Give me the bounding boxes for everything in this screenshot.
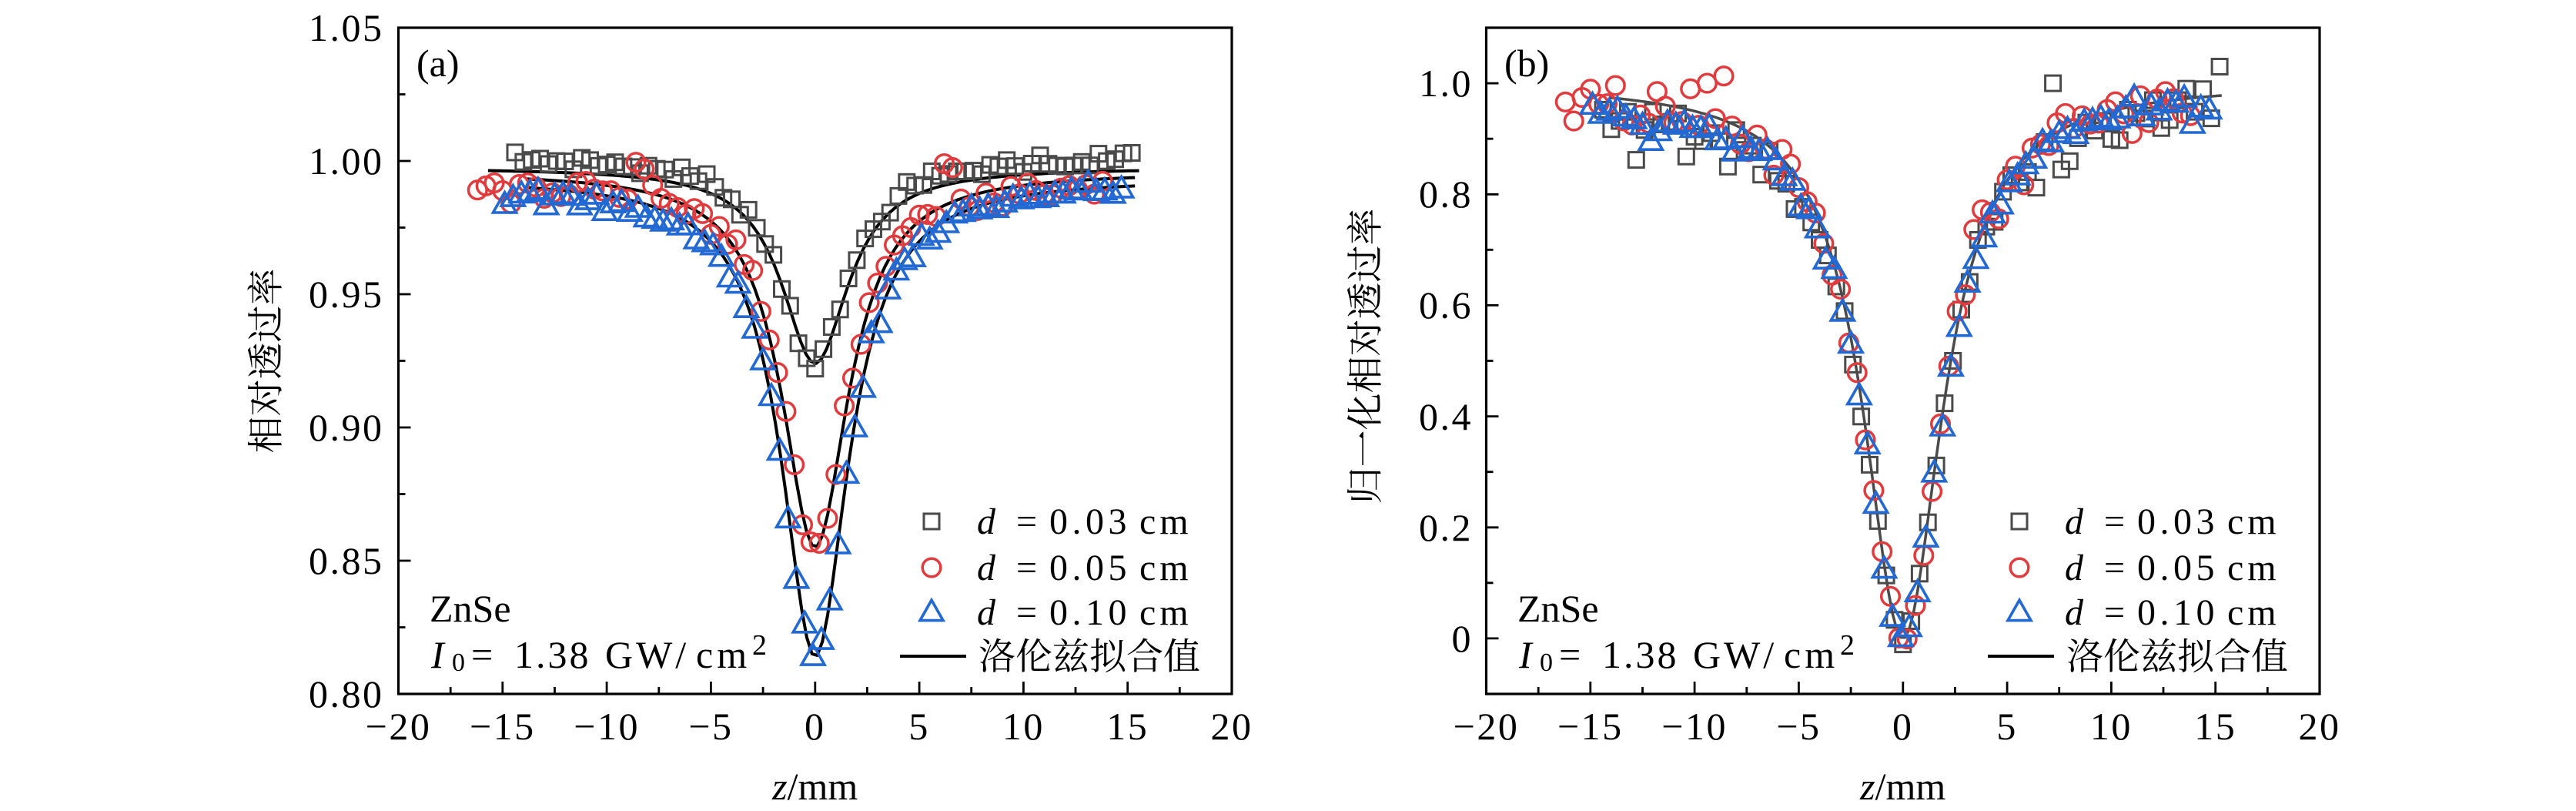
svg-text:2: 2 — [1840, 629, 1855, 662]
svg-text:0.10: 0.10 — [2137, 592, 2219, 633]
svg-text:d: d — [977, 592, 996, 633]
svg-text:1.05: 1.05 — [309, 6, 384, 49]
svg-text:0: 0 — [1452, 617, 1474, 660]
svg-text:GW/: GW/ — [605, 633, 689, 676]
svg-text:ZnSe: ZnSe — [1517, 587, 1599, 630]
svg-text:z/mm: z/mm — [1859, 765, 1945, 808]
svg-text:d: d — [977, 548, 996, 588]
svg-text:=: = — [2104, 548, 2125, 588]
svg-text:cm: cm — [1784, 633, 1838, 676]
svg-text:2: 2 — [752, 629, 767, 662]
svg-text:d: d — [2065, 592, 2084, 633]
svg-text:5: 5 — [1996, 705, 2018, 748]
svg-text:−5: −5 — [688, 705, 733, 748]
svg-text:cm: cm — [1139, 592, 1193, 633]
svg-text:5: 5 — [908, 705, 930, 748]
svg-text:GW/: GW/ — [1693, 633, 1777, 676]
svg-text:cm: cm — [696, 633, 751, 676]
svg-text:−15: −15 — [1557, 705, 1624, 748]
svg-text:=: = — [2104, 501, 2125, 542]
svg-text:0.95: 0.95 — [309, 273, 384, 316]
svg-text:=: = — [1016, 592, 1037, 633]
svg-text:0.6: 0.6 — [1419, 283, 1473, 327]
svg-text:−20: −20 — [1454, 705, 1520, 748]
svg-text:10: 10 — [1002, 705, 1045, 748]
svg-text:−10: −10 — [1661, 705, 1728, 748]
svg-text:1.38: 1.38 — [514, 633, 591, 676]
svg-text:−20: −20 — [366, 705, 432, 748]
svg-text:cm: cm — [2227, 592, 2280, 633]
svg-text:1.00: 1.00 — [309, 139, 384, 183]
svg-text:d: d — [2065, 548, 2084, 588]
svg-text:−15: −15 — [470, 705, 536, 748]
svg-text:0.2: 0.2 — [1419, 506, 1473, 549]
svg-text:20: 20 — [2299, 705, 2341, 748]
svg-text:15: 15 — [2194, 705, 2236, 748]
svg-text:I: I — [1518, 633, 1534, 676]
svg-text:I: I — [430, 633, 446, 676]
svg-text:=: = — [471, 633, 493, 676]
svg-text:0: 0 — [1540, 648, 1553, 677]
svg-text:0: 0 — [452, 648, 465, 677]
svg-text:−5: −5 — [1776, 705, 1821, 748]
svg-text:=: = — [1016, 501, 1037, 542]
svg-text:cm: cm — [2227, 548, 2280, 588]
svg-text:0.10: 0.10 — [1049, 592, 1131, 633]
svg-text:0.80: 0.80 — [309, 672, 384, 715]
svg-text:0.05: 0.05 — [1049, 548, 1131, 588]
svg-text:0: 0 — [805, 705, 826, 748]
svg-text:0.8: 0.8 — [1419, 173, 1473, 216]
svg-text:(a): (a) — [417, 42, 460, 85]
svg-text:0: 0 — [1892, 705, 1914, 748]
svg-text:z/mm: z/mm — [771, 765, 858, 808]
svg-text:d: d — [977, 501, 996, 542]
svg-text:=: = — [2104, 592, 2125, 633]
svg-text:d: d — [2065, 501, 2084, 542]
svg-text:−10: −10 — [574, 705, 640, 748]
svg-text:cm: cm — [1139, 548, 1193, 588]
svg-text:1.0: 1.0 — [1419, 62, 1473, 105]
svg-text:0.03: 0.03 — [1049, 501, 1131, 542]
svg-text:cm: cm — [1139, 501, 1193, 542]
svg-text:ZnSe: ZnSe — [430, 587, 511, 630]
svg-text:=: = — [1559, 633, 1581, 676]
svg-text:20: 20 — [1211, 705, 1253, 748]
svg-text:0.90: 0.90 — [309, 406, 384, 449]
svg-text:cm: cm — [2227, 501, 2280, 542]
svg-text:15: 15 — [1106, 705, 1149, 748]
svg-text:0.85: 0.85 — [309, 539, 384, 582]
svg-text:0.4: 0.4 — [1419, 395, 1473, 438]
svg-text:0.05: 0.05 — [2137, 548, 2219, 588]
svg-text:(b): (b) — [1504, 42, 1549, 85]
svg-text:1.38: 1.38 — [1602, 633, 1679, 676]
svg-text:10: 10 — [2090, 705, 2133, 748]
svg-text:0.03: 0.03 — [2137, 501, 2219, 542]
svg-text:=: = — [1016, 548, 1037, 588]
